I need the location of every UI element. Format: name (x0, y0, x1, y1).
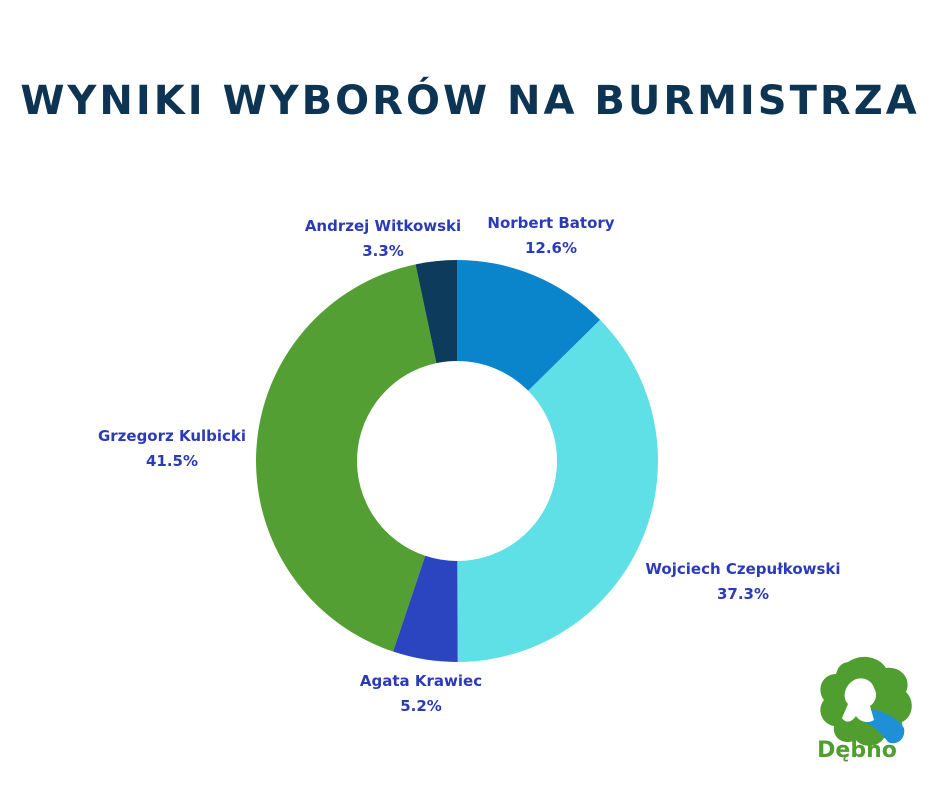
slice-label-name: Grzegorz Kulbicki (98, 427, 246, 445)
slice-label-name: Agata Krawiec (360, 672, 482, 690)
slice-label-value: 3.3% (362, 242, 404, 260)
slice-norbert-batory (457, 260, 601, 391)
slice-label-value: 37.3% (717, 585, 769, 603)
slice-andrzej-witkowski (415, 260, 457, 364)
slice-label-value: 5.2% (400, 697, 442, 715)
logo-text: Dębno (817, 738, 897, 763)
slice-label-name: Wojciech Czepułkowski (645, 560, 840, 578)
debno-logo (820, 656, 912, 746)
chart-title: WYNIKI WYBORÓW NA BURMISTRZA (20, 78, 920, 124)
slice-agata-krawiec (393, 555, 458, 662)
slice-label-name: Norbert Batory (487, 214, 614, 232)
slice-label-value: 41.5% (146, 452, 198, 470)
slice-label-value: 12.6% (525, 239, 577, 257)
slice-grzegorz-kulbicki (255, 264, 437, 652)
slice-label-name: Andrzej Witkowski (305, 217, 461, 235)
slice-wojciech-czepu-kowski (457, 319, 658, 662)
